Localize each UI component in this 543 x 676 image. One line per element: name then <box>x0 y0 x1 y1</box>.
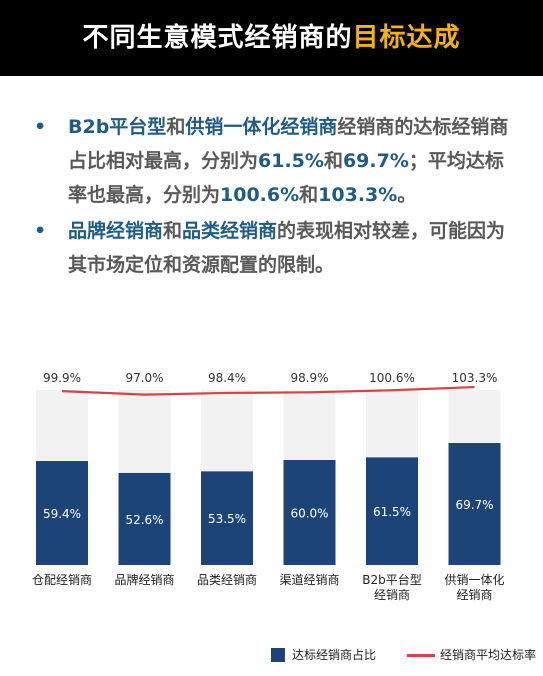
summary-bullets: • B2b平台型和供销一体化经销商经销商的达标经销商占比相对最高，分别为61.5%… <box>34 110 514 282</box>
bullet-1-em-2: 供销一体化经销商 <box>185 116 338 138</box>
legend-line-label: 经销商平均达标率 <box>440 648 537 662</box>
category-tick-label: 经销商 <box>374 587 410 602</box>
bar <box>366 457 418 565</box>
bullet-dot: • <box>34 220 47 242</box>
bullet-1-em-4: 69.7% <box>342 150 409 172</box>
bullet-1-text-5: 和 <box>299 184 319 206</box>
bullet-2-text-2: 的表现相对较差，可能因为其市场定位和资源配置的限制。 <box>68 220 506 276</box>
chart-legend: 达标经销商占比 经销商平均达标率 <box>0 640 543 670</box>
category-tick-label: B2b平台型 <box>362 572 422 587</box>
bar-value-label: 69.7% <box>455 498 493 512</box>
bar-value-label: 52.6% <box>125 513 163 527</box>
bar <box>36 461 88 565</box>
bar-value-label: 53.5% <box>208 512 246 526</box>
bullet-2-text-1: 和 <box>163 220 183 242</box>
bar <box>201 471 253 565</box>
bar <box>118 472 171 565</box>
bullet-1-text-1: 和 <box>166 116 186 138</box>
bar-value-label: 59.4% <box>43 507 81 521</box>
category-tick-label: 品牌经销商 <box>114 572 174 587</box>
avg-rate-line <box>61 385 475 396</box>
category-tick-label: 供销一体化 <box>444 573 504 587</box>
legend-line-swatch <box>407 654 435 657</box>
bullet-1-em-6: 103.3% <box>318 184 398 206</box>
line-value-label: 99.9% <box>43 371 81 385</box>
bar <box>283 460 336 565</box>
category-tick-label: 经销商 <box>456 587 492 602</box>
bullet-2-em-1: 品牌经销商 <box>68 220 164 242</box>
bullet-1-em-3: 61.5% <box>258 150 324 172</box>
line-value-label: 97.0% <box>125 371 163 385</box>
line-value-label: 100.6% <box>369 371 415 385</box>
bar <box>448 443 501 565</box>
bar-value-label: 61.5% <box>373 505 411 519</box>
bullet-1-text-2: 经销商的达标经销商占比相对最高，分别为 <box>68 116 509 172</box>
legend-bar-label: 达标经销商占比 <box>292 648 377 662</box>
bullet-1-text-3: 和 <box>323 150 343 172</box>
page-title: 不同生意模式经销商的目标达成 <box>0 0 543 76</box>
bullet-1-text-6: 。 <box>397 184 417 206</box>
category-tick-label: 仓配经销商 <box>32 572 92 587</box>
bar-value-label: 60.0% <box>290 507 328 521</box>
bullet-1-text-4: ；平均达标率也最高，分别为 <box>68 150 504 206</box>
bullet-1-em-1: B2b平台型 <box>68 116 167 138</box>
line-value-label: 98.9% <box>290 371 328 385</box>
bullet-1: • B2b平台型和供销一体化经销商经销商的达标经销商占比相对最高，分别为61.5%… <box>34 110 514 212</box>
title-highlight: 目标达成 <box>352 23 461 53</box>
bullet-1-em-5: 100.6% <box>220 184 300 206</box>
line-value-label: 98.4% <box>208 371 246 385</box>
target-achievement-chart: 59.4% 99.9% 仓配经销商 52.6% 97.0% 品牌经销商 53.5% 98.4%… <box>32 371 505 602</box>
title-main: 不同生意模式经销商的 <box>82 23 353 53</box>
bullet-2-em-2: 品类经销商 <box>182 220 278 242</box>
bullet-dot: • <box>34 116 47 138</box>
category-tick-label: 渠道经销商 <box>279 572 339 587</box>
line-value-label: 103.3% <box>452 371 498 385</box>
category-tick-label: 品类经销商 <box>197 572 257 587</box>
legend-bar-swatch <box>271 648 285 662</box>
bullet-2: • 品牌经销商和品类经销商的表现相对较差，可能因为其市场定位和资源配置的限制。 <box>34 214 514 282</box>
